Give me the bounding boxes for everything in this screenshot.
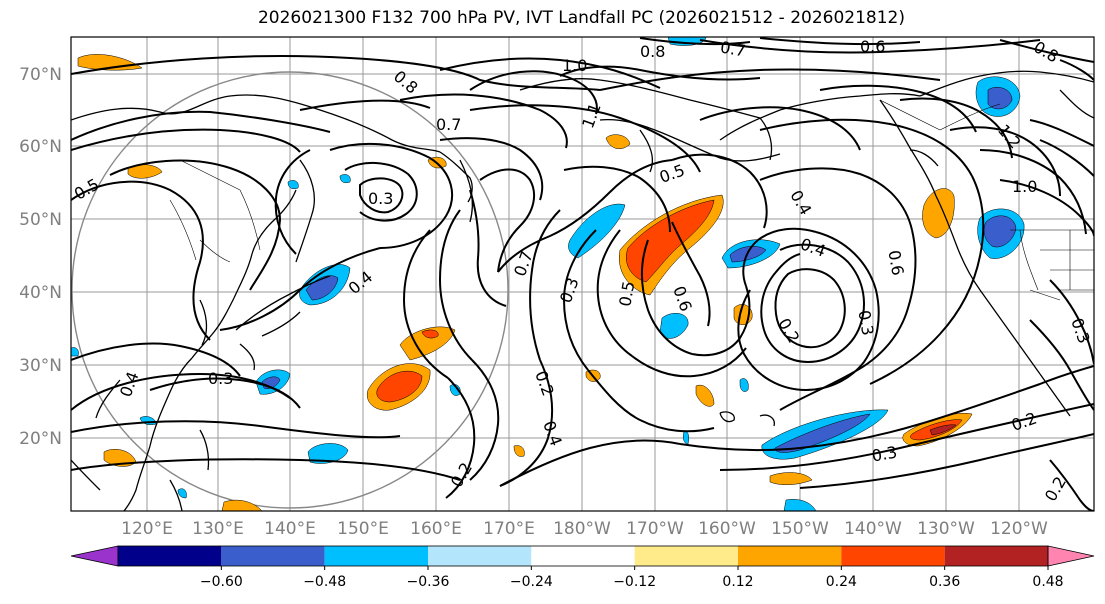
contour-label: 1.0 <box>562 56 587 75</box>
colorbar-segment <box>428 546 532 566</box>
map-frame <box>70 36 1095 512</box>
lon-label: 180°W <box>553 519 611 539</box>
pv-contours <box>71 37 1094 511</box>
colorbar-tick-label: −0.60 <box>200 574 243 590</box>
lon-label: 170°W <box>626 519 684 539</box>
map-title: 2026021300 F132 700 hPa PV, IVT Landfall… <box>257 8 905 28</box>
colorbar-tick-label: 0.12 <box>722 574 753 590</box>
lon-label: 140°E <box>264 519 316 539</box>
lon-label: 170°E <box>483 519 535 539</box>
colorbar-segment <box>738 546 842 566</box>
lat-label: 60°N <box>19 137 62 157</box>
lat-label: 40°N <box>19 283 62 303</box>
colorbar-tick-label: 0.24 <box>826 574 857 590</box>
contour-label: 0.8 <box>640 42 665 61</box>
graticule <box>71 37 1094 511</box>
colorbar-segment <box>324 546 428 566</box>
radius-circle <box>71 71 509 509</box>
colorbar-tick-label: −0.12 <box>613 574 656 590</box>
colorbar-frame <box>117 545 1049 567</box>
contour-label: 0.3 <box>208 369 233 388</box>
lon-label: 120°E <box>121 519 173 539</box>
colorbar-tick-label: −0.24 <box>510 574 553 590</box>
colorbar-segment <box>531 546 635 566</box>
lat-label: 30°N <box>19 356 62 376</box>
colorbar-segment <box>118 546 222 566</box>
lon-label: 160°W <box>698 519 756 539</box>
colorbar-segment <box>841 546 945 566</box>
coastlines <box>71 70 1094 511</box>
contour-label: 0.3 <box>870 442 898 465</box>
colorbar-extend-max <box>1047 545 1095 567</box>
lon-label: 160°E <box>410 519 462 539</box>
lon-label: 150°W <box>771 519 829 539</box>
lon-label: 140°W <box>844 519 902 539</box>
lat-label: 70°N <box>19 65 62 85</box>
longitude-labels: 120°E 130°E 140°E 150°E 160°E 170°E 180°… <box>121 519 1048 539</box>
lon-label: 130°E <box>192 519 244 539</box>
lon-label: 150°E <box>337 519 389 539</box>
colorbar-segment <box>634 546 738 566</box>
contour-label: 0.3 <box>854 309 877 337</box>
lat-label: 50°N <box>19 210 62 230</box>
lon-label: 130°W <box>917 519 975 539</box>
lon-label: 120°W <box>990 519 1048 539</box>
contour-label: 0.5 <box>615 280 638 308</box>
colorbar-extend-min <box>70 545 119 567</box>
contour-label: 0.7 <box>436 115 461 134</box>
colorbar-tick-label: 0.48 <box>1032 574 1063 590</box>
colorbar: −0.60 −0.48 −0.36 −0.24 −0.12 0.12 0.24 0.36 0.4… <box>70 545 1095 590</box>
borders <box>169 99 1094 301</box>
contour-label: 0.7 <box>719 37 747 60</box>
map-field-layer: 1.0 0.8 0.7 0.6 0.8 0.8 0.7 0.5 0.3 0.4 … <box>71 37 1094 511</box>
colorbar-segment <box>944 546 1048 566</box>
contour-label: 0.3 <box>368 189 393 208</box>
colorbar-tick-label: 0.36 <box>929 574 960 590</box>
colorbar-tick-label: −0.36 <box>407 574 450 590</box>
lat-label: 20°N <box>19 429 62 449</box>
contour-label: 1.0 <box>1012 177 1037 196</box>
colorbar-segment <box>221 546 325 566</box>
latitude-labels: 70°N 60°N 50°N 40°N 30°N 20°N <box>19 65 62 449</box>
contour-label: 0.6 <box>884 249 907 277</box>
colorbar-tick-label: −0.48 <box>303 574 346 590</box>
contour-label: 0.6 <box>860 37 885 56</box>
